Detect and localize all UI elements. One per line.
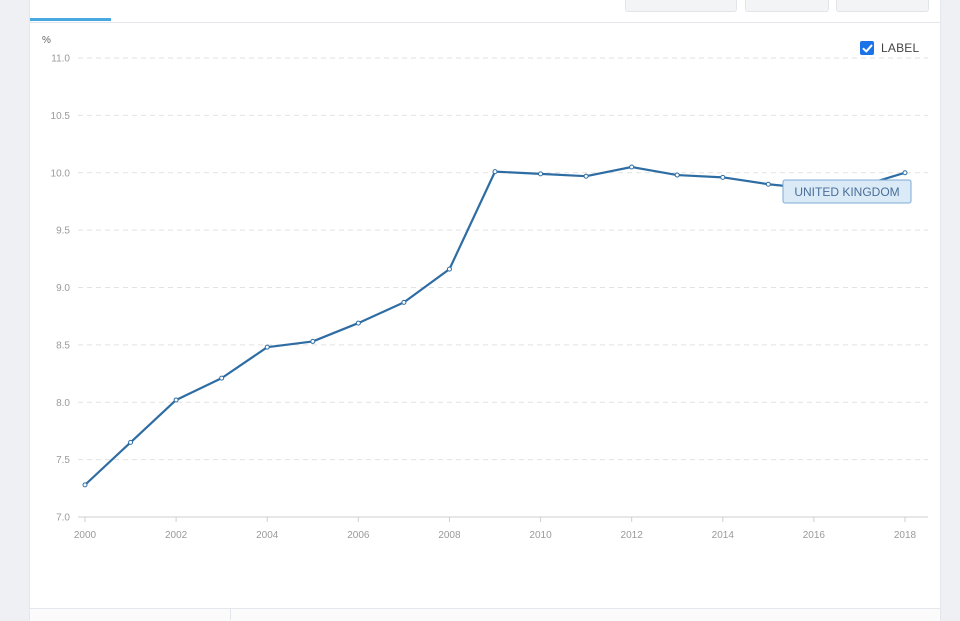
x-tick-label: 2006 [347, 530, 370, 541]
series-line[interactable] [83, 165, 907, 486]
series-label: UNITED KINGDOM [794, 185, 899, 199]
y-tick-label: 10.0 [51, 168, 71, 179]
y-tick-label: 10.5 [51, 111, 71, 122]
legend[interactable]: LABEL [860, 40, 919, 56]
data-point[interactable] [264, 344, 270, 350]
data-point[interactable] [538, 171, 544, 177]
panel-footer [30, 608, 940, 621]
data-point[interactable] [219, 375, 225, 381]
x-axis-ticks: 2000 2002 2004 2006 2008 2010 2012 2014 2016 2018 [74, 517, 917, 541]
y-tick-label: 11.0 [51, 54, 70, 65]
x-tick-label: 2002 [165, 530, 188, 541]
y-tick-label: 9.5 [56, 226, 70, 237]
x-tick-label: 2018 [894, 530, 917, 541]
x-tick-label: 2000 [74, 530, 97, 541]
x-tick-label: 2012 [621, 530, 644, 541]
x-tick-label: 2014 [712, 530, 735, 541]
x-tick-label: 2008 [438, 530, 461, 541]
toolbar-button-1[interactable] [625, 0, 737, 12]
data-point[interactable] [765, 181, 771, 187]
y-tick-label: 8.0 [56, 398, 70, 409]
y-axis-unit-label: % [42, 35, 51, 46]
data-point[interactable] [629, 164, 635, 170]
gridlines [78, 57, 928, 518]
data-point[interactable] [128, 439, 134, 445]
data-point[interactable] [173, 397, 179, 403]
toolbar-button-3[interactable] [836, 0, 929, 12]
y-tick-label: 9.0 [56, 283, 70, 294]
toolbar-button-2[interactable] [745, 0, 829, 12]
y-tick-label: 7.5 [56, 455, 70, 466]
y-tick-label: 7.0 [56, 513, 70, 524]
data-point[interactable] [902, 170, 908, 176]
data-point[interactable] [492, 169, 498, 175]
data-point[interactable] [310, 338, 316, 344]
data-point[interactable] [401, 299, 407, 305]
x-tick-label: 2004 [256, 530, 279, 541]
data-point[interactable] [355, 320, 361, 326]
data-point[interactable] [446, 266, 452, 272]
label-checkbox-text: LABEL [881, 41, 920, 55]
data-point[interactable] [583, 173, 589, 179]
data-point[interactable] [82, 482, 88, 488]
footer-divider [230, 608, 231, 620]
series-label-box [782, 179, 912, 204]
series-layer [82, 164, 908, 488]
y-axis-ticks: 7.0 7.5 8.0 8.5 9.0 9.5 10.0 10.5 11.0 [51, 54, 71, 524]
x-tick-label: 2016 [803, 530, 826, 541]
label-checkbox[interactable] [860, 41, 874, 55]
y-tick-label: 8.5 [56, 340, 70, 351]
series-label-layer: UNITED KINGDOM [782, 179, 912, 204]
x-tick-label: 2010 [529, 530, 552, 541]
tab-bar [30, 0, 940, 23]
active-tab-indicator[interactable] [30, 18, 111, 21]
checkmark-icon [862, 44, 872, 52]
data-point[interactable] [720, 174, 726, 180]
data-point[interactable] [674, 172, 680, 178]
